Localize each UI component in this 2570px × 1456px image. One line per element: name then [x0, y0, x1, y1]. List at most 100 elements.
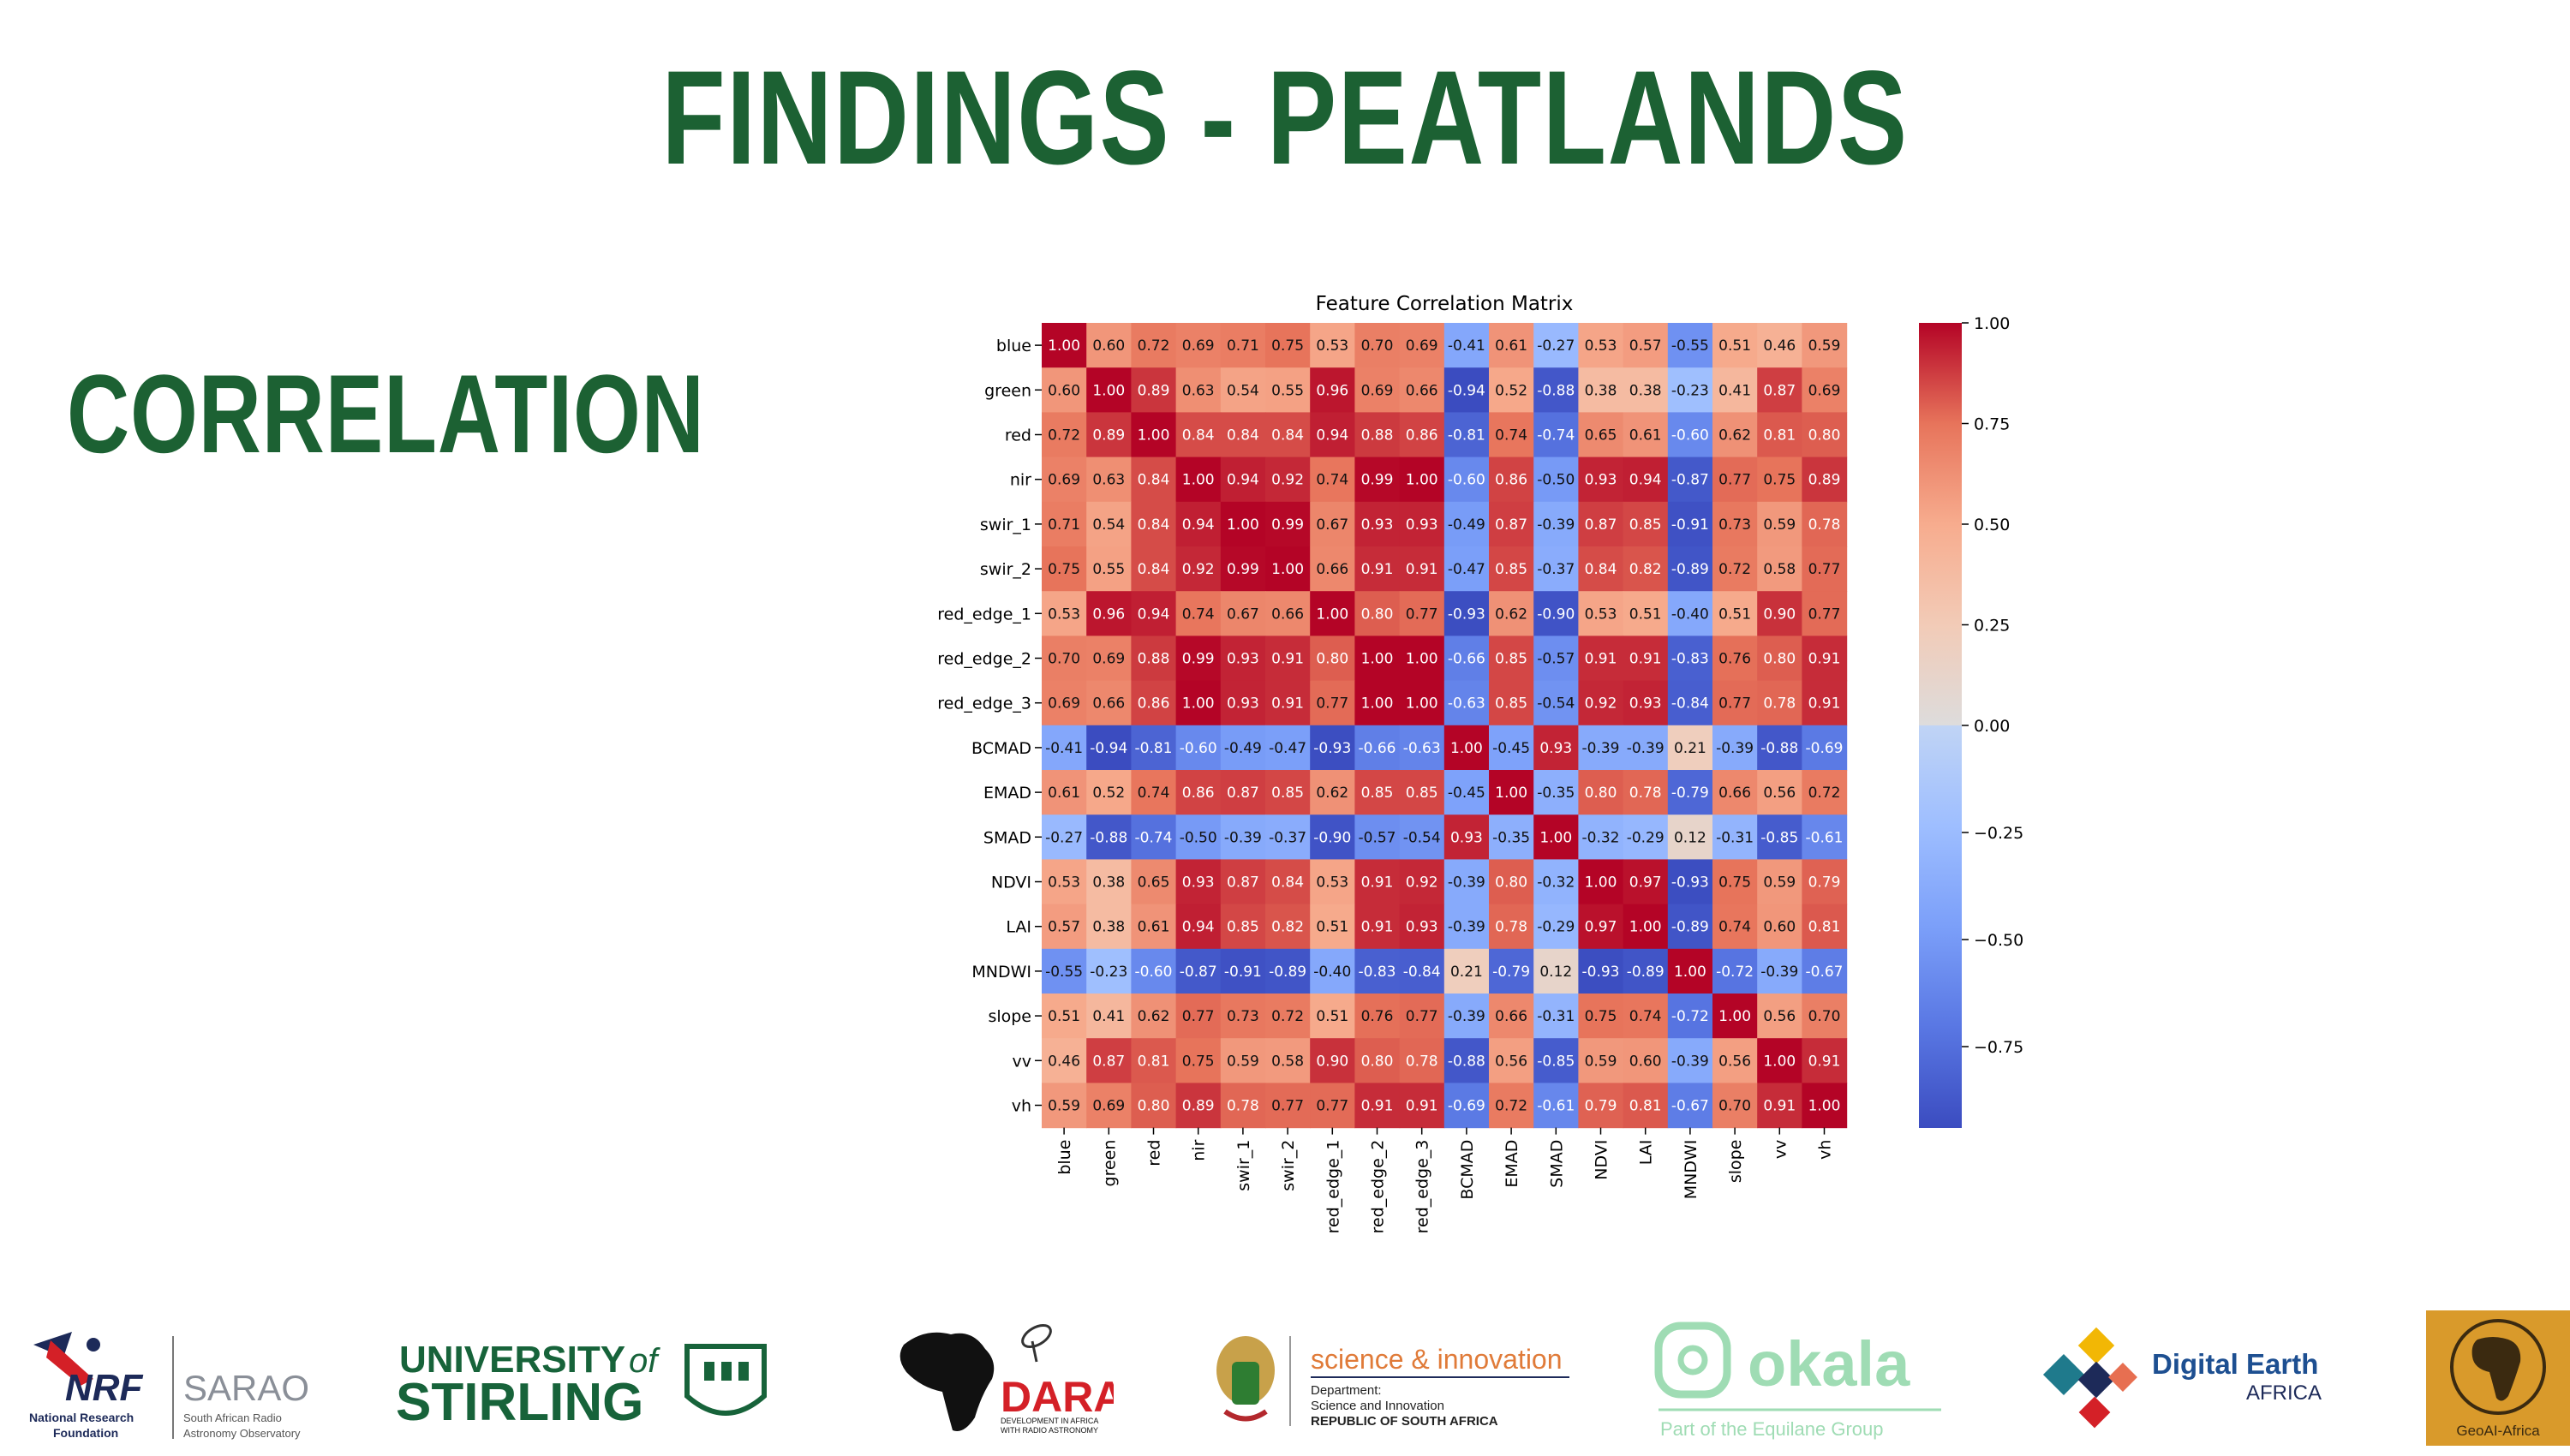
heatmap-cell — [1310, 501, 1355, 547]
heatmap-cell — [1712, 323, 1758, 368]
cell-value-label: 0.51 — [1316, 1008, 1348, 1025]
colorbar-tick-label: 0.25 — [1974, 617, 2010, 636]
cell-value-label: -0.60 — [1180, 740, 1217, 757]
heatmap-cell — [1220, 680, 1266, 726]
cell-value-label: -0.39 — [1448, 919, 1485, 936]
heatmap-cell — [1667, 815, 1713, 860]
cell-value-label: 0.38 — [1092, 874, 1125, 892]
cell-value-label: -0.31 — [1716, 829, 1754, 846]
cell-value-label: 0.74 — [1182, 606, 1215, 623]
heatmap-cell — [1265, 770, 1311, 815]
cell-value-label: 1.00 — [1227, 516, 1259, 534]
heatmap-cell — [1802, 994, 1848, 1039]
cell-value-label: 0.89 — [1808, 472, 1841, 489]
cell-value-label: 0.92 — [1182, 561, 1215, 578]
cell-value-label: 0.82 — [1271, 919, 1304, 936]
heatmap-cell — [1042, 546, 1087, 592]
heatmap-cell — [1220, 948, 1266, 994]
heatmap-cell — [1802, 591, 1848, 636]
heatmap-cell — [1086, 1038, 1132, 1083]
cell-value-label: -0.39 — [1582, 740, 1620, 757]
cell-value-label: 0.51 — [1316, 919, 1348, 936]
heatmap-cell — [1131, 770, 1177, 815]
cell-value-label: 0.85 — [1361, 785, 1394, 802]
cell-value-label: -0.83 — [1359, 964, 1396, 981]
y-tick-label: red_edge_2 — [937, 650, 1031, 669]
cell-value-label: 0.56 — [1718, 1053, 1751, 1070]
cell-value-label: -0.60 — [1448, 472, 1485, 489]
cell-value-label: 1.00 — [1138, 427, 1170, 445]
heatmap-cell — [1086, 859, 1132, 905]
cell-value-label: 0.62 — [1718, 427, 1751, 445]
heatmap-cell — [1220, 815, 1266, 860]
cell-value-label: -0.63 — [1403, 740, 1441, 757]
heatmap-cell — [1310, 456, 1355, 503]
heatmap-cell — [1399, 815, 1445, 860]
cell-value-label: -0.39 — [1627, 740, 1665, 757]
cell-value-label: 1.00 — [1048, 337, 1080, 355]
cell-value-label: -0.79 — [1492, 964, 1530, 981]
heatmap-cell — [1086, 323, 1132, 368]
cell-value-label: -0.93 — [1671, 874, 1709, 892]
cell-value-label: 0.91 — [1271, 695, 1304, 713]
heatmap-cell — [1042, 948, 1087, 994]
heatmap-cell — [1175, 367, 1222, 413]
heatmap-cell — [1310, 948, 1355, 994]
cell-value-label: -0.45 — [1448, 785, 1485, 802]
cell-value-label: -0.39 — [1760, 964, 1798, 981]
heatmap-cell — [1265, 636, 1311, 682]
x-tick-label: EMAD — [1503, 1140, 1521, 1188]
heatmap-cell — [1354, 546, 1401, 592]
cell-value-label: 0.87 — [1092, 1053, 1125, 1070]
cell-value-label: 0.73 — [1718, 516, 1751, 534]
cell-value-label: 1.00 — [1271, 561, 1304, 578]
heatmap-cell — [1667, 948, 1713, 994]
heatmap-cell — [1175, 770, 1222, 815]
cell-value-label: 0.77 — [1271, 1098, 1304, 1115]
heatmap-cell — [1667, 501, 1713, 547]
heatmap-cell — [1802, 859, 1848, 905]
cell-value-label: 0.80 — [1763, 651, 1796, 668]
cell-value-label: 0.88 — [1138, 651, 1170, 668]
cell-value-label: 0.89 — [1138, 382, 1170, 399]
heatmap-cell — [1489, 948, 1534, 994]
cell-value-label: 0.74 — [1629, 1008, 1662, 1025]
heatmap-cell — [1757, 859, 1802, 905]
heatmap-cell — [1443, 591, 1490, 636]
cell-value-label: 0.84 — [1227, 427, 1259, 445]
heatmap-cell — [1578, 501, 1624, 547]
cell-value-label: -0.39 — [1224, 829, 1262, 846]
cell-value-label: 0.53 — [1048, 606, 1080, 623]
cell-value-label: -0.47 — [1448, 561, 1485, 578]
heatmap-cell — [1533, 815, 1579, 860]
heatmap-cell — [1354, 591, 1401, 636]
cell-value-label: 0.93 — [1182, 874, 1215, 892]
cell-value-label: 0.80 — [1138, 1098, 1170, 1115]
cell-value-label: -0.88 — [1090, 829, 1127, 846]
cell-value-label: -0.74 — [1135, 829, 1173, 846]
svg-text:Part of the Equilane Group: Part of the Equilane Group — [1660, 1418, 1884, 1440]
cell-value-label: 0.87 — [1495, 516, 1527, 534]
cell-value-label: 0.56 — [1763, 1008, 1796, 1025]
cell-value-label: 0.66 — [1718, 785, 1751, 802]
cell-value-label: 0.61 — [1495, 337, 1527, 355]
x-tick-label: red_edge_3 — [1414, 1140, 1432, 1234]
cell-value-label: 0.58 — [1763, 561, 1796, 578]
heatmap-cell — [1399, 367, 1445, 413]
heatmap-cell — [1175, 1083, 1222, 1129]
heatmap-cell — [1310, 367, 1355, 413]
heatmap-cell — [1042, 323, 1087, 368]
cell-value-label: 0.75 — [1763, 472, 1796, 489]
cell-value-label: -0.60 — [1135, 964, 1173, 981]
cell-value-label: -0.55 — [1045, 964, 1083, 981]
y-tick-label: blue — [996, 337, 1031, 355]
y-tick-label: swir_2 — [980, 560, 1031, 579]
cell-value-label: 0.63 — [1092, 472, 1125, 489]
heatmap-cell — [1757, 636, 1802, 682]
heatmap-cell — [1175, 904, 1222, 950]
heatmap-cell — [1533, 367, 1579, 413]
heatmap-cell — [1443, 636, 1490, 682]
cell-value-label: -0.88 — [1448, 1053, 1485, 1070]
heatmap-cell — [1310, 770, 1355, 815]
cell-value-label: 0.85 — [1495, 561, 1527, 578]
